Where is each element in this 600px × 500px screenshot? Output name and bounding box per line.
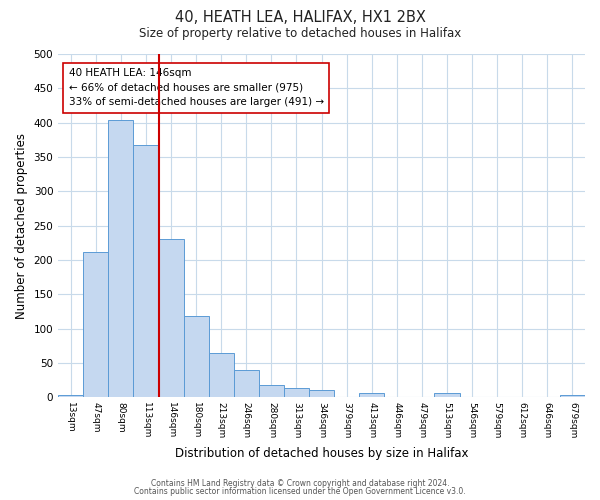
Text: 40, HEATH LEA, HALIFAX, HX1 2BX: 40, HEATH LEA, HALIFAX, HX1 2BX xyxy=(175,10,425,25)
Text: Contains HM Land Registry data © Crown copyright and database right 2024.: Contains HM Land Registry data © Crown c… xyxy=(151,478,449,488)
Bar xyxy=(234,370,259,398)
Bar xyxy=(209,354,234,398)
Bar xyxy=(284,388,309,398)
Bar xyxy=(309,390,334,398)
Text: Contains public sector information licensed under the Open Government Licence v3: Contains public sector information licen… xyxy=(134,487,466,496)
Y-axis label: Number of detached properties: Number of detached properties xyxy=(15,132,28,318)
Bar xyxy=(158,240,184,398)
Bar xyxy=(434,394,460,398)
Text: 40 HEATH LEA: 146sqm
← 66% of detached houses are smaller (975)
33% of semi-deta: 40 HEATH LEA: 146sqm ← 66% of detached h… xyxy=(69,68,324,108)
X-axis label: Distribution of detached houses by size in Halifax: Distribution of detached houses by size … xyxy=(175,447,469,460)
Bar xyxy=(83,252,109,398)
Bar xyxy=(259,385,284,398)
Bar xyxy=(133,144,158,398)
Text: Size of property relative to detached houses in Halifax: Size of property relative to detached ho… xyxy=(139,28,461,40)
Bar xyxy=(184,316,209,398)
Bar xyxy=(109,120,133,398)
Bar xyxy=(359,392,385,398)
Bar xyxy=(560,394,585,398)
Bar xyxy=(58,396,83,398)
